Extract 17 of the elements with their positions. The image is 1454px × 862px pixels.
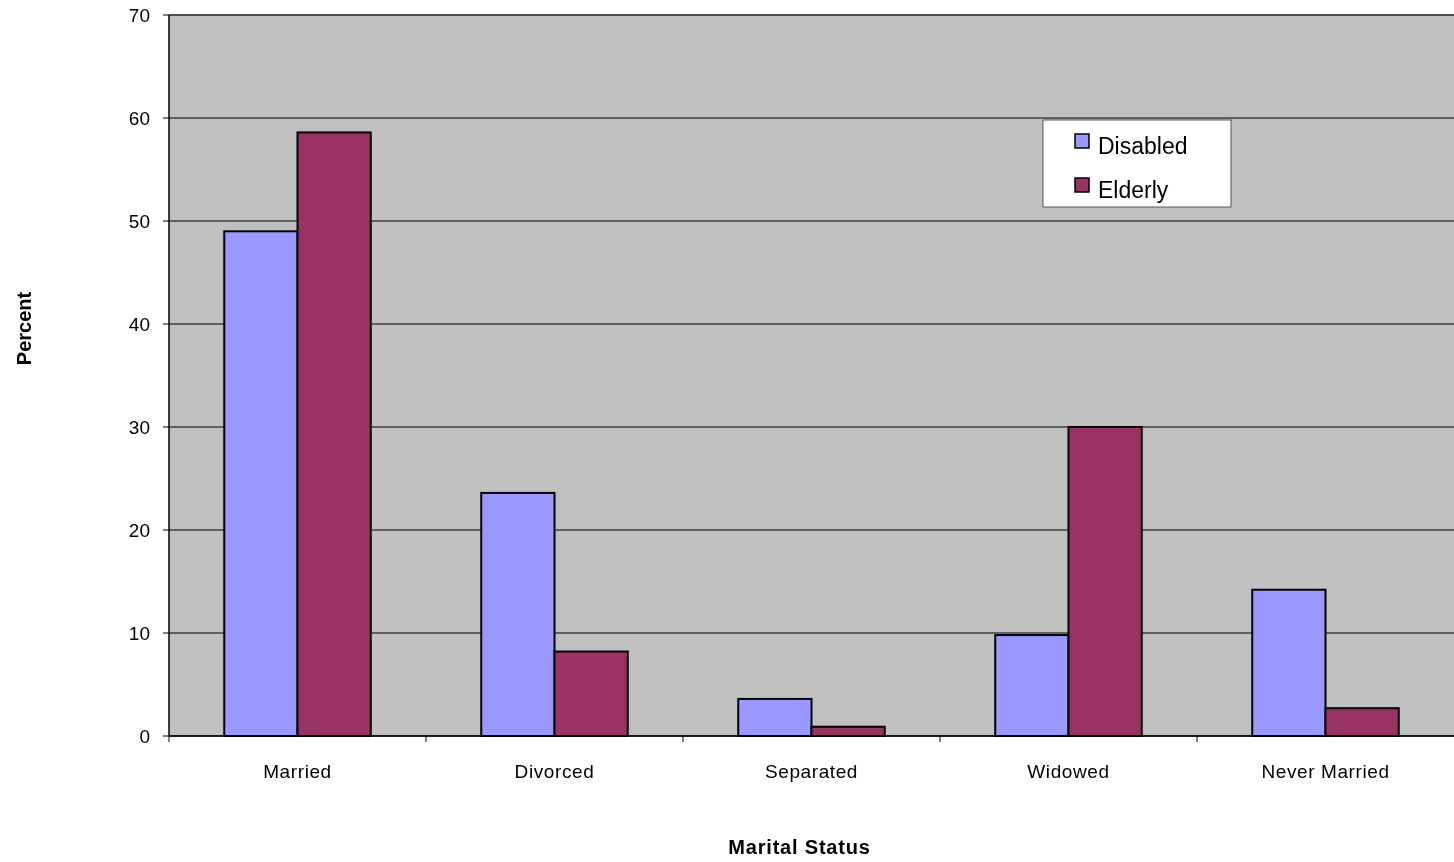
y-tick-label: 60: [128, 107, 150, 129]
y-tick-label: 40: [128, 313, 150, 335]
y-tick-label: 50: [128, 210, 150, 232]
y-tick-label: 20: [128, 519, 150, 541]
y-tick-label: 0: [139, 725, 150, 747]
y-tick-label: 10: [128, 622, 150, 644]
x-tick-label: Widowed: [1027, 761, 1110, 782]
x-tick-label: Never Married: [1261, 761, 1390, 782]
legend-label: Disabled: [1098, 133, 1188, 159]
x-axis-title: Marital Status: [728, 836, 871, 858]
y-tick-label: 30: [128, 416, 150, 438]
legend-label: Elderly: [1098, 177, 1169, 203]
x-tick-label: Separated: [764, 761, 859, 782]
y-tick-label: 70: [128, 4, 150, 26]
y-axis-title: Percent: [13, 291, 35, 366]
x-tick-label: Divorced: [514, 761, 595, 782]
x-tick-label: Married: [263, 761, 332, 782]
